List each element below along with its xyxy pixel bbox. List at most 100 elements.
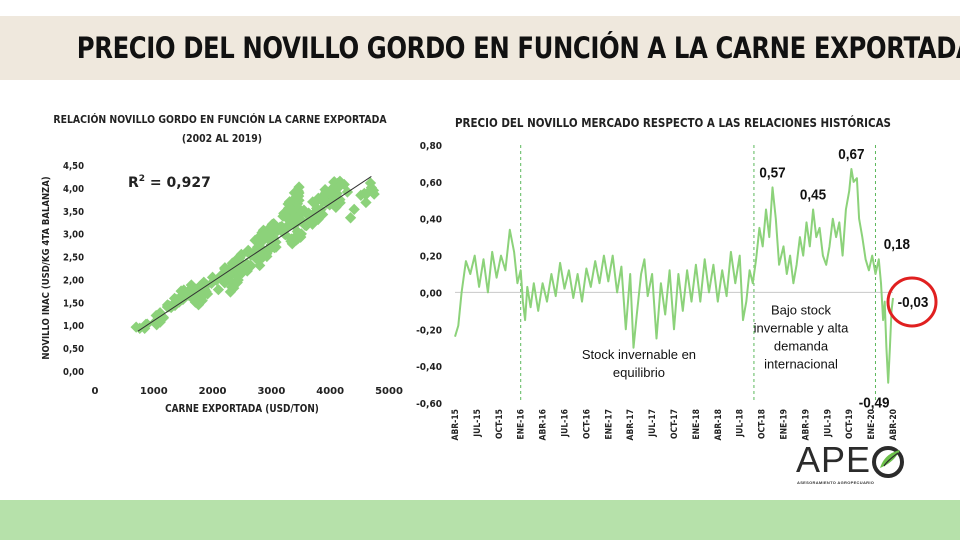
line-title: PRECIO DEL NOVILLO MERCADO RESPECTO A LA… <box>455 116 891 130</box>
scatter-point <box>364 177 377 189</box>
scatter-point <box>344 212 357 224</box>
scatter-subtitle: (2002 AL 2019) <box>182 133 262 145</box>
annotation-line: Stock invernable en <box>582 347 696 362</box>
scatter-point <box>241 265 253 277</box>
line-y-tick: 0,20 <box>420 251 443 263</box>
value-label: 0,18 <box>884 237 910 254</box>
annotation-line: Bajo stock <box>771 303 831 318</box>
value-label: 0,45 <box>800 187 826 204</box>
scatter-point <box>290 230 302 242</box>
scatter-y-tick: 3,50 <box>63 206 84 218</box>
line-x-tick: ENE-17 <box>603 409 614 440</box>
highlight-circle <box>886 276 938 328</box>
line-x-tick: ENE-20 <box>865 409 876 440</box>
line-x-tick: ABR-18 <box>712 409 723 441</box>
bottom-band <box>0 500 960 540</box>
line-x-tick: ENE-19 <box>778 409 789 440</box>
line-y-tick: 0,00 <box>420 288 443 300</box>
scatter-x-tick: 4000 <box>316 386 344 397</box>
line-x-tick: ENE-16 <box>515 409 526 440</box>
value-label: -0,49 <box>859 395 890 412</box>
scatter-y-tick: 0,50 <box>63 343 84 355</box>
line-y-tick: -0,40 <box>416 362 442 374</box>
scatter-point <box>361 187 373 200</box>
scatter-x-label: CARNE EXPORTADA (USD/TON) <box>165 403 319 415</box>
scatter-point <box>134 322 146 334</box>
scatter-x-tick: 3000 <box>257 386 285 397</box>
scatter-title: RELACIÓN NOVILLO GORDO EN FUNCIÓN LA CAR… <box>53 112 386 126</box>
scatter-point <box>192 299 205 311</box>
value-label: -0,03 <box>898 294 929 311</box>
annotation-line: internacional <box>764 357 838 372</box>
scatter-point <box>257 251 269 264</box>
scatter-point <box>242 244 254 257</box>
series-line <box>454 168 894 384</box>
scatter-point <box>360 196 372 209</box>
scatter-y-tick: 0,00 <box>63 366 84 378</box>
line-x-tick: ENE-18 <box>690 409 701 440</box>
logo-subtitle: ASESORAMIENTO AGROPECUARIO <box>797 480 875 485</box>
line-x-tick: ABR-16 <box>537 409 548 441</box>
scatter-point <box>224 286 237 298</box>
line-x-tick: JUL-15 <box>471 409 482 438</box>
line-x-tick: JUL-19 <box>822 409 833 438</box>
annotation-line: invernable y alta <box>754 321 849 336</box>
line-y-tick: 0,80 <box>420 141 443 153</box>
trendline <box>137 176 372 332</box>
scatter-point <box>289 213 301 225</box>
line-x-tick: OCT-15 <box>493 409 504 439</box>
scatter-point <box>198 288 210 301</box>
line-y-tick: 0,60 <box>420 177 443 189</box>
line-x-tick: OCT-19 <box>844 409 855 439</box>
line-y-tick: -0,60 <box>416 399 442 411</box>
scatter-x-tick: 0 <box>92 386 99 397</box>
scatter-point <box>212 283 225 296</box>
scatter-point <box>231 276 243 289</box>
scatter-point <box>319 195 331 207</box>
scatter-y-tick: 1,00 <box>63 321 84 333</box>
scatter-y-tick: 3,00 <box>63 229 84 241</box>
page-title: PRECIO DEL NOVILLO GORDO EN FUNCIÓN A LA… <box>76 31 960 65</box>
scatter-point <box>283 196 296 208</box>
ape-logo: APE ASESORAMIENTO AGROPECUARIO <box>796 440 916 490</box>
line-y-tick: 0,40 <box>420 214 443 226</box>
annotation-line: demanda <box>774 339 829 354</box>
scatter-y-tick: 2,00 <box>63 275 84 287</box>
scatter-point <box>348 203 360 216</box>
scatter-point <box>309 214 321 226</box>
line-x-tick: ABR-17 <box>625 409 636 441</box>
leaf-circle-icon <box>872 446 904 478</box>
line-x-tick: OCT-18 <box>756 409 767 439</box>
scatter-point <box>150 309 162 322</box>
scatter-point <box>292 185 305 197</box>
scatter-y-tick: 4,00 <box>63 183 84 195</box>
line-y-tick: -0,20 <box>416 325 442 337</box>
line-x-tick: OCT-16 <box>581 409 592 439</box>
scatter-x-tick: 2000 <box>199 386 227 397</box>
line-x-tick: ABR-20 <box>887 409 898 441</box>
line-x-tick: JUL-17 <box>646 409 657 438</box>
scatter-x-tick: 5000 <box>375 386 403 397</box>
scatter-point <box>172 295 184 307</box>
line-x-tick: ABR-19 <box>800 409 811 441</box>
line-x-tick: JUL-16 <box>559 409 570 438</box>
value-label: 0,67 <box>838 146 864 163</box>
line-x-tick: ABR-15 <box>449 409 460 441</box>
line-x-tick: JUL-18 <box>734 409 745 438</box>
value-label: 0,57 <box>759 165 785 182</box>
scatter-point <box>264 243 276 255</box>
r2-label: R2 = 0,927 <box>128 174 211 191</box>
scatter-y-tick: 2,50 <box>63 252 84 264</box>
line-x-tick: OCT-17 <box>668 409 679 439</box>
scatter-y-label: NOVILLO INAC (USD/KG 4TA BALANZA) <box>40 176 52 359</box>
scatter-y-tick: 1,50 <box>63 298 84 310</box>
title-band <box>0 16 960 80</box>
scatter-y-tick: 4,50 <box>63 160 84 172</box>
scatter-x-tick: 1000 <box>140 386 168 397</box>
scatter-point <box>368 188 380 200</box>
scatter-point <box>267 223 279 236</box>
scatter-point <box>241 259 253 271</box>
annotation-line: equilibrio <box>613 365 665 380</box>
